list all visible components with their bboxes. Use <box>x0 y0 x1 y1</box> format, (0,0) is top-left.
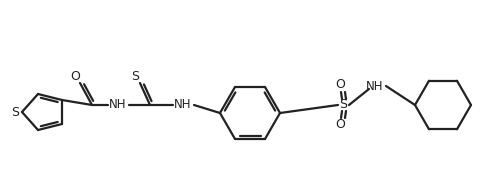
Text: NH: NH <box>174 98 192 112</box>
Text: O: O <box>335 79 345 92</box>
Text: NH: NH <box>109 98 127 112</box>
Text: S: S <box>11 105 19 118</box>
Text: O: O <box>335 118 345 132</box>
Text: S: S <box>339 98 347 112</box>
Text: O: O <box>70 70 80 82</box>
Text: NH: NH <box>366 79 384 93</box>
Text: S: S <box>131 70 139 82</box>
